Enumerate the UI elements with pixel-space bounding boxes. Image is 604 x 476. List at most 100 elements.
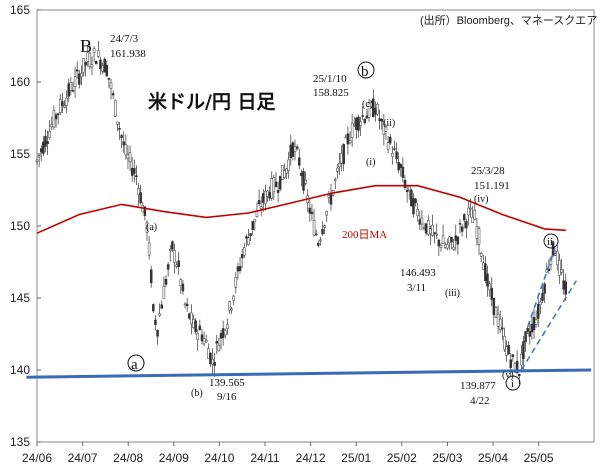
candle-body: [333, 179, 337, 181]
candle-body: [397, 162, 400, 171]
candle-body: [304, 179, 307, 184]
candle-body: [441, 235, 445, 244]
candle-body: [154, 319, 157, 325]
high-mar-value: 151.191: [474, 180, 510, 192]
candle-body: [270, 178, 274, 199]
candle-body: [196, 333, 199, 340]
candle-body: [388, 136, 392, 144]
candle-body: [147, 242, 151, 256]
label-i-circle: i: [511, 378, 514, 390]
candle-body: [363, 119, 367, 123]
candle-body: [209, 352, 212, 364]
x-tick-label: 24/10: [204, 451, 234, 465]
candle-body: [488, 283, 491, 291]
candle-body: [298, 157, 301, 166]
candle-body: [553, 253, 557, 256]
candle-body: [353, 124, 356, 127]
candle-body: [133, 167, 136, 174]
candle-body: [114, 99, 117, 117]
label-B-value: 161.938: [110, 48, 146, 60]
candle-body: [484, 263, 487, 281]
candle-body: [75, 69, 79, 72]
candle-body: [458, 223, 462, 225]
label-b-circle: b: [361, 64, 369, 80]
candle-body: [262, 193, 265, 203]
candle-body: [192, 319, 195, 329]
candle-body: [61, 101, 64, 106]
channel-upper-line: [526, 247, 556, 328]
candle-body: [236, 266, 240, 272]
candle-body: [367, 102, 371, 118]
candle-body: [73, 76, 77, 87]
candle-body: [325, 211, 329, 216]
candle-body: [160, 304, 164, 309]
label-ii-small: (ii): [383, 118, 395, 129]
x-tick-label: 25/03: [432, 451, 462, 465]
circle-i-marker: [505, 375, 521, 391]
label-iii-small: (iii): [445, 288, 460, 299]
candle-body: [105, 64, 109, 77]
candle-body: [259, 206, 263, 209]
label-a-small: (a): [146, 222, 157, 233]
candle-body: [501, 327, 504, 330]
candle-body: [342, 144, 345, 165]
candle-body: [223, 329, 227, 336]
candle-body: [135, 175, 138, 177]
candle-body: [145, 222, 149, 233]
candle-body: [359, 121, 362, 126]
candle-body: [116, 121, 119, 125]
y-tick-label: 135: [10, 435, 30, 449]
candle-body: [247, 237, 250, 246]
candle-body: [482, 262, 485, 270]
candle-body: [173, 250, 176, 263]
circle-a-marker: [127, 354, 145, 372]
candle-body: [291, 142, 295, 157]
candle-body: [308, 207, 312, 214]
chart-title: 米ドル/円 日足: [148, 90, 277, 113]
candle-body: [215, 341, 219, 344]
label-B-date: 24/7/3: [110, 33, 139, 45]
y-tick-label: 140: [10, 363, 30, 377]
candle-body: [238, 266, 242, 271]
candle-body: [380, 118, 383, 122]
candle-body: [302, 171, 305, 191]
candle-body: [517, 373, 521, 377]
candle-body: [475, 226, 479, 239]
candle-body: [492, 297, 496, 315]
candle-body: [467, 207, 470, 216]
support-trendline: [26, 368, 592, 379]
label-c-small: (c): [362, 99, 373, 110]
candle-body: [520, 353, 523, 366]
candle-body: [94, 61, 98, 65]
candle-body: [46, 141, 49, 145]
low1-value: 139.565: [209, 377, 245, 389]
candle-body: [439, 244, 443, 249]
candle-body: [71, 90, 75, 92]
candle-body: [556, 250, 559, 265]
ma200-label: 200日MA: [342, 229, 387, 241]
candle-body: [287, 159, 290, 171]
candle-body: [348, 140, 352, 144]
candle-body: [452, 246, 455, 250]
candle-body: [391, 153, 394, 157]
candle-body: [300, 172, 303, 177]
candle-body: [39, 148, 43, 153]
candle-body: [422, 227, 426, 229]
candle-body: [168, 249, 172, 251]
candle-body: [101, 65, 104, 72]
y-tick-label: 165: [10, 3, 30, 17]
candle-body: [97, 50, 100, 57]
candle-body: [166, 264, 170, 270]
candle-body: [232, 295, 235, 301]
candle-body: [312, 219, 316, 236]
candle-body: [177, 260, 180, 268]
candle-body: [435, 233, 438, 236]
candle-body: [545, 269, 548, 273]
candle-body: [365, 115, 369, 119]
candle-body: [143, 206, 147, 216]
candle-body: [245, 236, 248, 239]
candle-body: [54, 114, 58, 120]
candle-body: [431, 225, 434, 236]
b-circle-value: 158.825: [313, 87, 349, 99]
candle-body: [505, 346, 508, 356]
